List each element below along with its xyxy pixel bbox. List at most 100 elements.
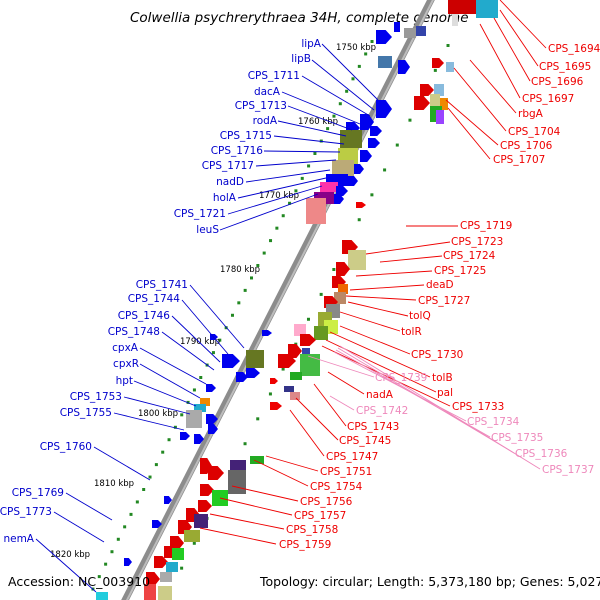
gene-block xyxy=(160,572,172,582)
scale-dot xyxy=(269,239,273,243)
gene-label[interactable]: CPS_1737 xyxy=(542,464,594,476)
gene-label[interactable]: CPS_1719 xyxy=(460,220,512,232)
gene-label[interactable]: CPS_1754 xyxy=(310,481,363,493)
gene-label[interactable]: CPS_1753 xyxy=(70,391,122,403)
gene-label[interactable]: tolR xyxy=(401,326,422,338)
scale-dot xyxy=(256,264,260,267)
leader-line xyxy=(263,150,341,153)
gene-label[interactable]: deaD xyxy=(426,279,454,291)
gene-label[interactable]: CPS_1758 xyxy=(286,524,338,536)
gene-label[interactable]: CPS_1721 xyxy=(174,208,226,220)
gene-label[interactable]: CPS_1744 xyxy=(128,293,181,305)
gene-label[interactable]: holA xyxy=(213,192,237,204)
gene-label[interactable]: CPS_1717 xyxy=(202,160,254,172)
gene-label[interactable]: CPS_1723 xyxy=(451,236,503,248)
gene-label[interactable]: lipB xyxy=(291,53,311,65)
scale-dot xyxy=(370,193,374,197)
gene-arrow xyxy=(194,434,204,444)
gene-arrow xyxy=(154,556,168,568)
gene-label[interactable]: rodA xyxy=(253,115,278,127)
gene-arrow xyxy=(124,558,132,566)
gene-label[interactable]: cpxR xyxy=(113,358,139,370)
scale-dot xyxy=(288,201,292,205)
gene-label[interactable]: rbgA xyxy=(518,108,544,120)
gene-block xyxy=(440,98,448,110)
gene-label[interactable]: CPS_1760 xyxy=(40,441,92,453)
gene-label[interactable]: tolQ xyxy=(409,310,431,322)
leader-line xyxy=(253,459,309,487)
leader-line xyxy=(493,17,531,82)
scale-dot xyxy=(123,525,127,529)
gene-block xyxy=(302,348,310,354)
gene-label[interactable]: CPS_1724 xyxy=(443,250,496,262)
scale-dot xyxy=(357,64,361,68)
gene-label[interactable]: CPS_1748 xyxy=(108,326,160,338)
gene-label[interactable]: CPS_1730 xyxy=(411,349,463,361)
gene-label[interactable]: CPS_1746 xyxy=(118,310,171,322)
gene-label[interactable]: CPS_1739 xyxy=(375,372,427,384)
gene-label[interactable]: leuS xyxy=(196,224,219,236)
gene-label[interactable]: CPS_1736 xyxy=(515,448,568,460)
scale-dot xyxy=(313,152,317,155)
scale-dot xyxy=(180,566,184,570)
gene-label[interactable]: CPS_1745 xyxy=(339,435,391,447)
gene-block xyxy=(184,530,200,542)
scale-dot xyxy=(307,164,311,168)
gene-label[interactable]: CPS_1757 xyxy=(294,510,346,522)
gene-label[interactable]: nemA xyxy=(3,533,34,545)
scale-dot xyxy=(192,388,196,392)
gene-label[interactable]: pal xyxy=(437,387,453,399)
gene-label[interactable]: CPS_1755 xyxy=(60,407,112,419)
gene-label[interactable]: hpt xyxy=(116,375,133,387)
gene-label[interactable]: CPS_1759 xyxy=(279,539,331,551)
gene-arrow xyxy=(170,536,184,550)
leader-line xyxy=(313,383,347,427)
gene-label[interactable]: CPS_1743 xyxy=(347,421,399,433)
gene-label[interactable]: CPS_1711 xyxy=(248,70,300,82)
gene-label[interactable]: CPS_1733 xyxy=(452,401,504,413)
gene-label[interactable]: CPS_1725 xyxy=(434,265,486,277)
gene-label[interactable]: CPS_1734 xyxy=(467,416,520,428)
gene-label[interactable]: CPS_1756 xyxy=(300,496,353,508)
gene-label[interactable]: CPS_1751 xyxy=(320,466,372,478)
gene-label[interactable]: CPS_1773 xyxy=(0,506,52,518)
gene-label[interactable]: CPS_1742 xyxy=(356,405,408,417)
gene-label[interactable]: CPS_1707 xyxy=(493,154,545,166)
gene-block xyxy=(194,514,208,528)
gene-label[interactable]: CPS_1735 xyxy=(491,432,543,444)
leader-line xyxy=(349,284,425,291)
gene-arrow xyxy=(164,496,172,504)
left-gene-labels: lipA lipB CPS_1711 dacA CPS_1713 rodA CP… xyxy=(0,38,322,545)
gene-label[interactable]: CPS_1695 xyxy=(539,61,591,73)
gene-arrow xyxy=(432,58,444,68)
label-leader-lines xyxy=(35,0,547,593)
leader-line xyxy=(329,331,431,378)
gene-label[interactable]: CPS_1727 xyxy=(418,295,470,307)
gene-label[interactable]: nadD xyxy=(216,176,244,188)
gene-label[interactable]: CPS_1715 xyxy=(220,130,272,142)
leader-line xyxy=(181,299,229,355)
gene-label[interactable]: CPS_1747 xyxy=(326,451,378,463)
gene-label[interactable]: CPS_1706 xyxy=(500,140,553,152)
scale-dot xyxy=(395,143,399,147)
gene-label[interactable]: nadA xyxy=(366,389,394,401)
gene-label[interactable]: lipA xyxy=(301,38,321,50)
gene-label[interactable]: dacA xyxy=(254,86,281,98)
gene-label[interactable]: CPS_1696 xyxy=(531,76,584,88)
scale-dot xyxy=(180,413,184,417)
gene-label[interactable]: CPS_1697 xyxy=(522,93,574,105)
leader-line xyxy=(113,412,185,431)
gene-block xyxy=(200,398,210,406)
leader-line xyxy=(329,395,355,411)
gene-label[interactable]: CPS_1713 xyxy=(235,100,287,112)
gene-arrow xyxy=(336,262,350,276)
gene-label[interactable]: CPS_1716 xyxy=(211,145,264,157)
gene-label[interactable]: CPS_1741 xyxy=(136,279,188,291)
gene-label[interactable]: tolB xyxy=(432,372,453,384)
gene-label[interactable]: CPS_1694 xyxy=(548,43,600,55)
gene-label[interactable]: CPS_1769 xyxy=(12,487,64,499)
gene-label[interactable]: cpxA xyxy=(112,342,139,354)
gene-block xyxy=(404,28,416,38)
gene-label[interactable]: CPS_1704 xyxy=(508,126,561,138)
gene-arrow xyxy=(246,368,260,378)
